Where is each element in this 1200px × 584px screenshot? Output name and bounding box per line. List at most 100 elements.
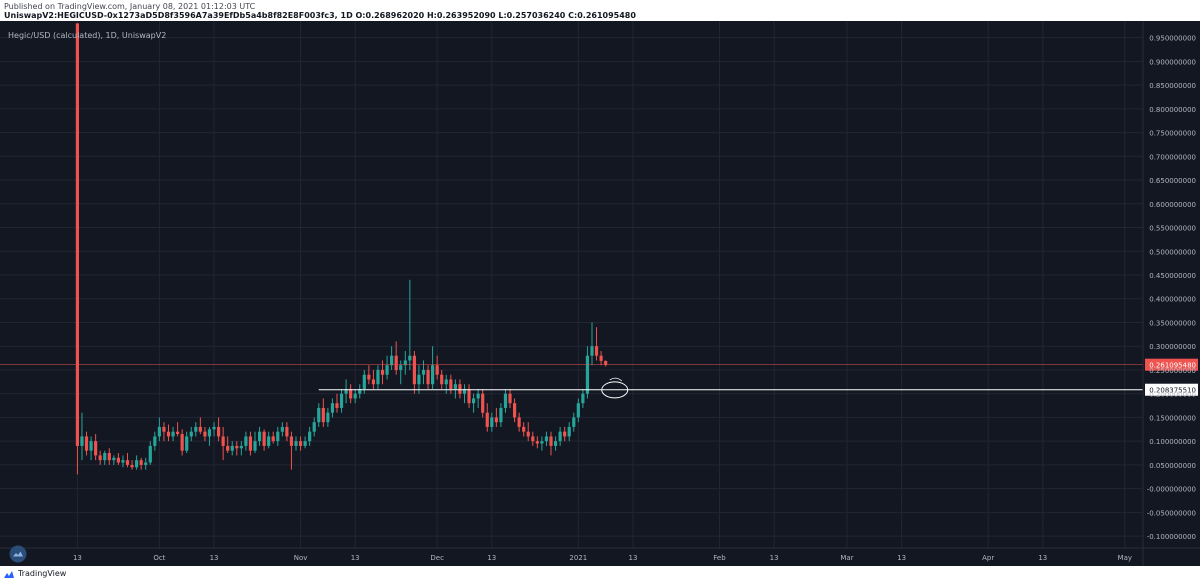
x-tick-label: 13 [351,554,360,562]
candle-body [408,355,412,361]
candle-body [230,445,234,451]
y-tick-label: 0.400000000 [1149,296,1196,304]
candle-body [553,441,558,446]
candle-body [390,355,394,366]
candle-body [517,417,521,427]
candle-body [321,407,325,423]
y-tick-label: 0.750000000 [1149,130,1196,138]
last-price-label: 0.261095480 [1149,362,1196,370]
candle-body [194,426,198,432]
y-tick-label: -0.100000000 [1147,533,1196,541]
candle-body [221,436,225,446]
candle-body [330,403,335,413]
candle-body [203,431,207,437]
x-tick-label: 2021 [569,554,587,562]
candle-body [135,460,139,468]
x-tick-label: 13 [210,554,219,562]
candle-body [476,393,480,399]
candle-body [485,412,489,427]
annotation-stroke [609,377,623,382]
candle-body [590,346,594,356]
candle-body [326,412,330,423]
time-axis[interactable]: 13 Oct 13 Nov 13 Dec 13 2021 13 Feb 13 Mar 13 Apr 13 Ma… [73,554,1132,562]
candle-body [549,436,553,446]
candle-body [544,436,549,442]
candle-body [235,445,239,449]
candle-body [212,426,216,430]
candle-body [362,374,366,389]
x-tick-label: Feb [713,554,726,562]
candle-body [185,436,189,451]
candle-body [84,436,89,451]
y-tick-label: -0.000000000 [1147,486,1196,494]
candle-body [207,429,212,437]
candle-body [125,460,130,465]
x-tick-label: Nov [294,554,308,562]
candle-body [257,431,262,442]
candle-body [171,431,175,437]
candle-body [112,457,116,461]
candle-body [349,388,353,399]
candle-body [276,431,280,442]
candle-body [421,369,426,375]
overlay-group: 0.261095480 0.208375510 [0,358,1198,399]
candle-body [403,360,407,366]
x-tick-label: May [1118,554,1132,562]
candle-body [380,369,385,375]
candle-body [317,407,321,423]
candle-body [162,426,166,432]
candle-body [130,464,134,468]
y-tick-label: 0.250000000 [1149,367,1196,375]
candle-body [216,426,221,437]
candle-body [385,365,389,375]
publish-header: Published on TradingView.com, January 08… [0,0,1200,21]
x-tick-label: 13 [1038,554,1047,562]
candle-body [139,460,143,465]
candle-body [148,445,152,463]
candle-body [503,393,508,408]
chart-area[interactable]: 0.261095480 0.208375510 0.950000000 0.9000… [0,21,1200,566]
y-tick-label: 0.450000000 [1149,272,1196,280]
candle-body [262,431,266,446]
candle-body [198,426,202,432]
candle-body [153,436,157,446]
published-info: Published on TradingView.com, January 08… [4,2,256,11]
candle-body [426,369,430,385]
candle-body [563,431,567,437]
y-tick-label: -0.050000000 [1147,509,1196,517]
candle-body [94,441,98,456]
candle-body [522,426,526,432]
candle-body [248,436,253,451]
x-tick-label: Apr [982,554,994,562]
chart-background [0,21,1200,566]
candle-body [226,445,230,451]
candle-body [89,441,93,451]
annotation-ellipse [601,381,629,399]
candlestick-chart[interactable]: 0.261095480 0.208375510 0.950000000 0.9000… [0,21,1200,566]
candle-body [144,462,148,465]
candle-body [585,355,590,394]
candle-body [572,417,576,427]
footer-bar: TradingView [0,566,1200,584]
candle-body [376,369,380,385]
x-tick-label: Oct [153,554,165,562]
candle-body [399,365,403,370]
candles-group [75,23,608,475]
y-tick-label: 0.150000000 [1149,414,1196,422]
candle-body [499,407,503,423]
candle-body [394,355,398,370]
price-axis[interactable]: 0.950000000 0.900000000 0.850000000 0.80000… [1147,35,1196,542]
x-tick-label: 13 [897,554,906,562]
candle-body [458,384,462,394]
support-price-tag [1145,383,1198,396]
candle-body [339,393,344,408]
y-tick-label: 0.200000000 [1149,391,1196,399]
candle-body [540,441,544,444]
y-tick-label: 0.350000000 [1149,319,1196,327]
x-tick-label: Dec [430,554,444,562]
candle-body [312,422,316,432]
candle-body [189,431,193,437]
candle-body [353,393,357,399]
candle-body [253,441,257,451]
candle-body [294,441,298,446]
